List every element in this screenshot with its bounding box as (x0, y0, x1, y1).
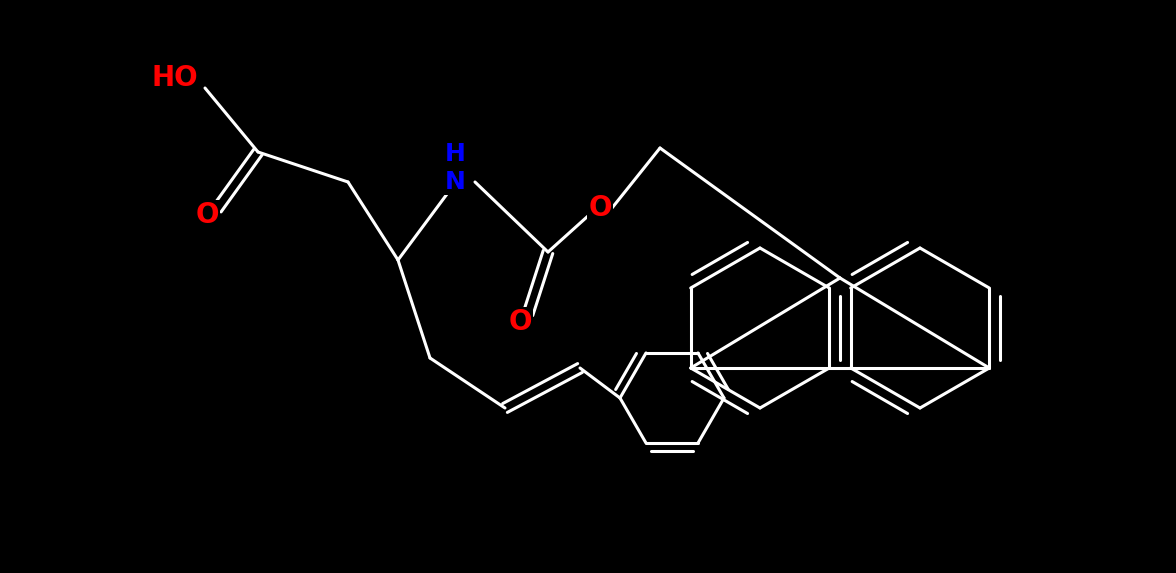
Text: HO: HO (152, 64, 199, 92)
Text: O: O (508, 308, 532, 336)
Text: O: O (588, 194, 612, 222)
Text: H
N: H N (445, 142, 466, 194)
Text: O: O (195, 201, 219, 229)
